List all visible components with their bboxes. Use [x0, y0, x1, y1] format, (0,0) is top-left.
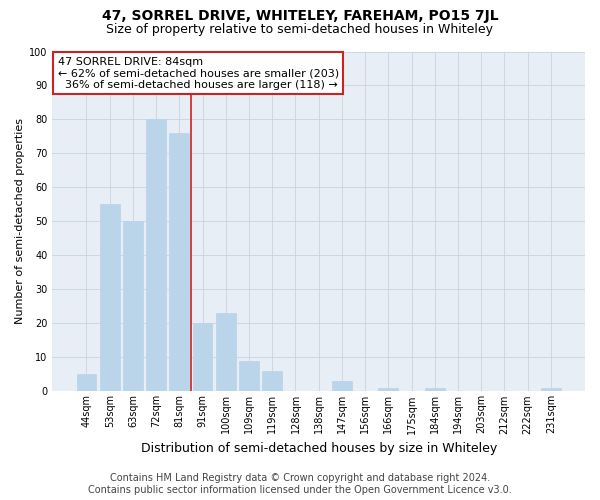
Bar	[541, 388, 561, 392]
X-axis label: Distribution of semi-detached houses by size in Whiteley: Distribution of semi-detached houses by …	[140, 442, 497, 455]
Bar	[239, 361, 259, 392]
Bar	[332, 381, 352, 392]
Y-axis label: Number of semi-detached properties: Number of semi-detached properties	[15, 118, 25, 324]
Bar	[123, 222, 143, 392]
Bar	[262, 371, 282, 392]
Bar	[216, 313, 236, 392]
Text: Size of property relative to semi-detached houses in Whiteley: Size of property relative to semi-detach…	[107, 22, 493, 36]
Text: 47 SORREL DRIVE: 84sqm
← 62% of semi-detached houses are smaller (203)
  36% of : 47 SORREL DRIVE: 84sqm ← 62% of semi-det…	[58, 56, 339, 90]
Bar	[169, 133, 189, 392]
Bar	[379, 388, 398, 392]
Text: 47, SORREL DRIVE, WHITELEY, FAREHAM, PO15 7JL: 47, SORREL DRIVE, WHITELEY, FAREHAM, PO1…	[101, 9, 499, 23]
Text: Contains HM Land Registry data © Crown copyright and database right 2024.
Contai: Contains HM Land Registry data © Crown c…	[88, 474, 512, 495]
Bar	[425, 388, 445, 392]
Bar	[100, 204, 119, 392]
Bar	[77, 374, 97, 392]
Bar	[146, 120, 166, 392]
Bar	[193, 324, 212, 392]
